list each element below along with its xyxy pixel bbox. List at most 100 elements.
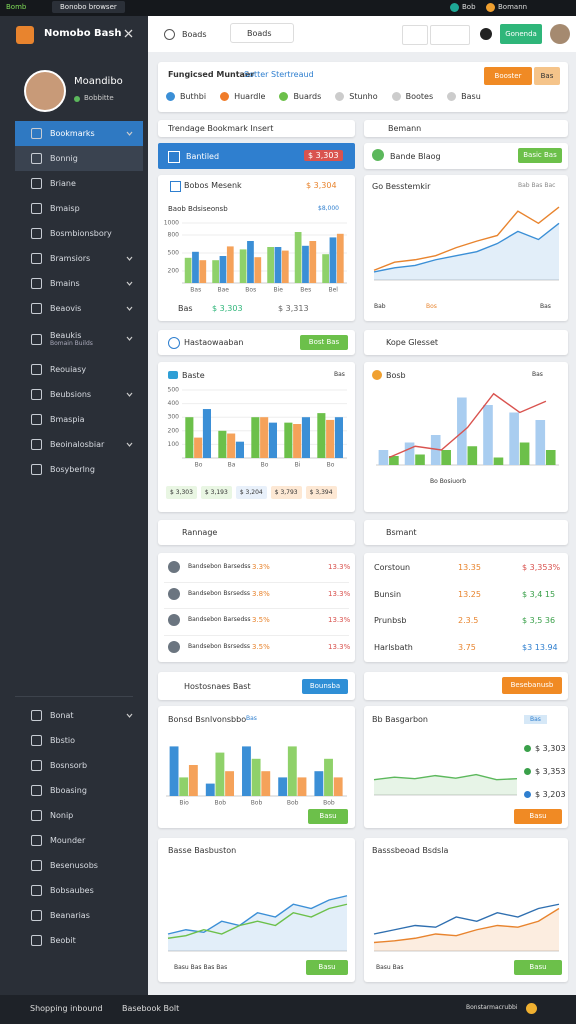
user[interactable]: Bob [462, 3, 476, 11]
chart: 100 200 300 400 500 Bo Ba Bo Bi Bo [162, 386, 350, 470]
menu-item[interactable]: Briane [15, 171, 143, 196]
menu-text: Bmaspia [50, 415, 85, 424]
menu-label: Nonip [50, 811, 74, 820]
menu-item[interactable]: Bonat [15, 703, 143, 728]
menu-item[interactable]: Beaukis Bomain Builds [15, 321, 143, 357]
bar [535, 420, 546, 465]
project[interactable]: Boads [182, 30, 207, 39]
filter-item[interactable]: Stunho [335, 92, 378, 101]
menu-item[interactable]: Bookmarks [15, 121, 143, 146]
chart-value: $ 3,304 [306, 181, 337, 190]
row-value: $ 3,353% [522, 563, 561, 572]
icon-button[interactable] [402, 25, 428, 45]
chevron-path [126, 392, 133, 397]
menu-item[interactable]: Beobit [15, 928, 143, 953]
menu-item[interactable]: Beubsions [15, 382, 143, 407]
menu-item[interactable]: Bmaisp [15, 196, 143, 221]
chips: $ 3,303 $ 3,193 $ 3,204 $ 3,793 $ 3,394 [166, 486, 337, 499]
bar [301, 417, 310, 458]
menu-item[interactable]: Bramsiors [15, 246, 143, 271]
chart-button[interactable]: Basu [514, 809, 562, 824]
bar [333, 777, 343, 796]
filter-button[interactable]: Bas [534, 67, 560, 85]
menu-icon [31, 760, 42, 771]
search[interactable]: Boads [230, 23, 294, 43]
panel-button[interactable]: Besebanusb [502, 677, 562, 694]
menu-item[interactable]: Bboasing [15, 778, 143, 803]
filter-list: Buthbi Huardle Buards Stunho Bootes Basu [166, 92, 481, 101]
menu-item[interactable]: Mounder [15, 828, 143, 853]
header-button[interactable]: Gonenda [500, 24, 542, 44]
panel-header: Hastaowaaban Bost Bas [158, 330, 355, 355]
chart: Bio Bob Bob Bob Bob [162, 730, 350, 808]
menu-text: Besenusobs [50, 861, 98, 870]
bar [184, 257, 192, 283]
chart-svg [373, 206, 560, 281]
bar [493, 457, 504, 465]
panel-header: Besebanusb [364, 672, 568, 700]
filter-item[interactable]: Basu [447, 92, 481, 101]
chart-button[interactable]: Basu [308, 809, 348, 824]
y-tick-label: 200 [168, 268, 180, 275]
chart-button[interactable]: Basu [306, 960, 348, 975]
icon[interactable] [526, 1003, 537, 1014]
chart-button[interactable]: Basu [514, 960, 562, 975]
line [373, 903, 560, 935]
link[interactable]: Bomann [498, 3, 528, 11]
menu-item[interactable]: Reouiasy [15, 357, 143, 382]
avatar[interactable] [24, 70, 66, 112]
menu-item[interactable]: Nonip [15, 803, 143, 828]
bar [389, 456, 399, 465]
menu-item[interactable]: Bbstio [15, 728, 143, 753]
chip: $ 3,303 [166, 486, 197, 499]
menu-item[interactable]: Besenusobs [15, 853, 143, 878]
settings-icon[interactable] [164, 29, 175, 40]
icon-button[interactable] [430, 25, 470, 45]
line [373, 222, 560, 273]
bar [242, 746, 251, 796]
row-name: Bandsebon Bsrsedss [188, 642, 250, 650]
profile-name: Moandibo [74, 76, 123, 87]
icon[interactable] [480, 28, 492, 40]
menu-item[interactable]: Bobsaubes [15, 878, 143, 903]
filter-item[interactable]: Buthbi [166, 92, 206, 101]
banner-button[interactable]: Basic Bas [518, 148, 562, 163]
filter-button[interactable]: Booster [484, 67, 532, 85]
panel-title: Rannage [182, 528, 218, 537]
chart-card: Bosb Bas Bo Bosiuorb [364, 362, 568, 512]
close-icon[interactable] [124, 29, 133, 38]
menu-icon [31, 835, 42, 846]
avatar[interactable] [550, 24, 570, 44]
row-change: 3.3% [252, 563, 270, 571]
menu-label: Bmaisp [50, 204, 80, 213]
bar [239, 249, 247, 283]
menu-item[interactable]: Bmaspia [15, 407, 143, 432]
menu-label: Bbstio [50, 736, 75, 745]
menu-item[interactable]: Beanarias [15, 903, 143, 928]
menu-icon [31, 228, 42, 239]
panel-button[interactable]: Bounsba [302, 679, 348, 694]
chart-card: Bonsd Bsnlvonsbbo Bas Bio Bob Bob Bob Bob Ba… [158, 706, 355, 828]
row-value: 13.3% [328, 616, 351, 624]
menu-icon [31, 203, 42, 214]
filter-item[interactable]: Bootes [391, 92, 433, 101]
tab[interactable]: Bonobo browser [52, 1, 125, 13]
bar [226, 246, 234, 283]
menu-item[interactable]: Bonnig [15, 146, 143, 171]
filter-label: Buards [293, 92, 322, 101]
row-name: Bandsebon Barsedss [188, 563, 251, 570]
bar [334, 417, 343, 458]
logo-icon [16, 26, 34, 44]
header: Boads Boads Gonenda [148, 16, 576, 52]
menu-item[interactable]: Beoinalosbiar [15, 432, 143, 457]
list-card: Corstoun 13.35 $ 3,353% Bunsin 13.25 $ 3,4 15… [364, 553, 568, 662]
menu-item[interactable]: Bosmbionsbory [15, 221, 143, 246]
menu-item[interactable]: Bmains [15, 271, 143, 296]
filter-item[interactable]: Buards [279, 92, 321, 101]
panel-button[interactable]: Bost Bas [300, 335, 348, 350]
menu-item[interactable]: Beaovis [15, 296, 143, 321]
filter-item[interactable]: Huardle [220, 92, 265, 101]
menu-item[interactable]: Bosyberlng [15, 457, 143, 482]
menu-item[interactable]: Bosnsorb [15, 753, 143, 778]
panel-header: Hostosnaes Bast Bounsba [158, 672, 355, 700]
